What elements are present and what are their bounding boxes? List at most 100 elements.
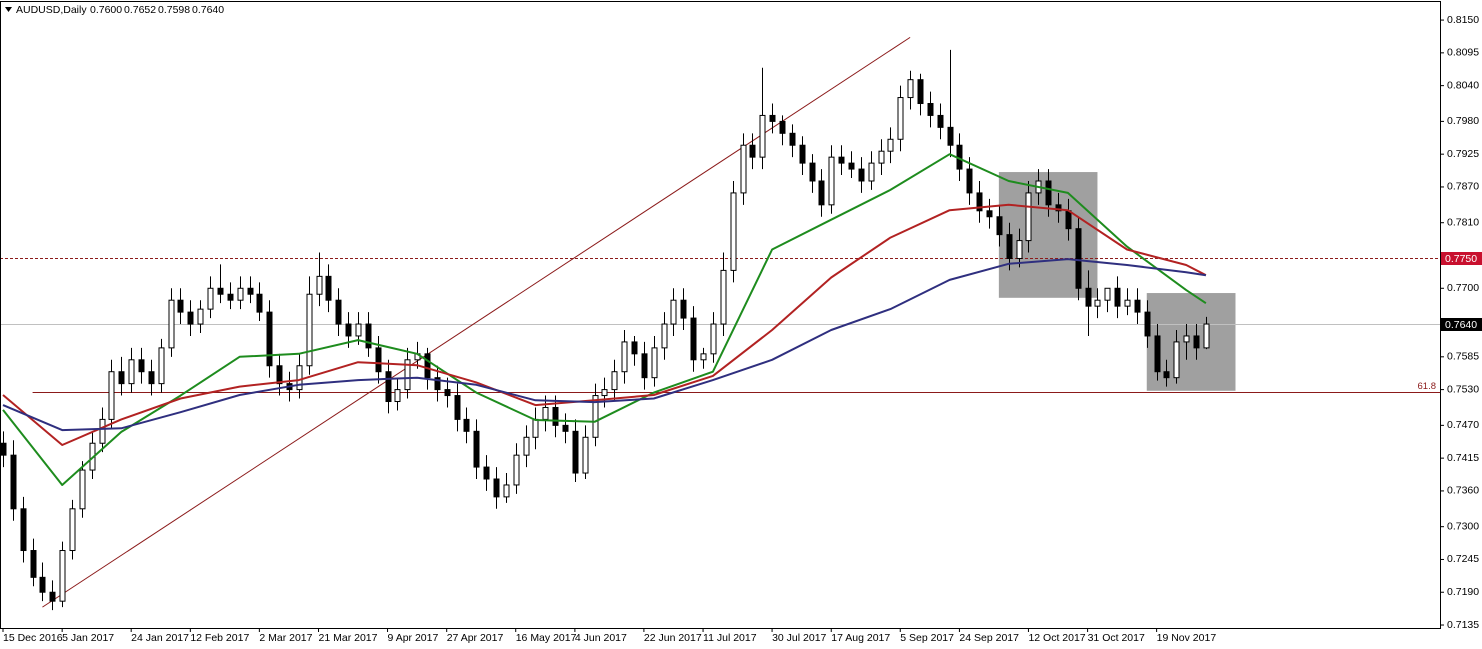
candle-body xyxy=(49,591,56,602)
moving-average xyxy=(2,258,1207,432)
price-tag xyxy=(1441,318,1482,331)
candle-body xyxy=(710,323,717,355)
candle-body xyxy=(868,162,875,182)
candle-body xyxy=(128,359,135,385)
candle-body xyxy=(996,216,1003,236)
candle-body xyxy=(651,347,658,379)
candle-body xyxy=(227,293,234,301)
candle-body xyxy=(158,347,165,385)
candle-body xyxy=(483,466,490,480)
x-tick-label: 19 Nov 2017 xyxy=(1157,632,1217,644)
candle-body xyxy=(1055,204,1062,212)
x-tick-label: 24 Jan 2017 xyxy=(131,632,189,644)
candle-body xyxy=(148,371,155,385)
candle-body xyxy=(572,430,579,474)
candle-body xyxy=(306,293,313,367)
candle-body xyxy=(897,97,904,140)
candle-body xyxy=(118,371,125,385)
candle-body xyxy=(1124,299,1131,307)
candle-body xyxy=(907,79,914,99)
candle-body xyxy=(937,114,944,128)
candle-body xyxy=(838,156,845,164)
x-tick-label: 12 Oct 2017 xyxy=(1028,632,1085,644)
candle-body xyxy=(730,192,737,271)
candle-body xyxy=(542,406,549,420)
candle-body xyxy=(207,287,214,310)
candle-body xyxy=(1045,180,1052,206)
candle-body xyxy=(621,341,628,373)
candle-body xyxy=(503,484,510,498)
candle-body xyxy=(592,395,599,438)
overlays xyxy=(2,153,1207,486)
candle-body xyxy=(1134,299,1141,313)
candle-body xyxy=(809,162,816,182)
highlight-box xyxy=(1146,293,1236,391)
candle-body xyxy=(434,377,441,391)
y-tick-label: 0.7700 xyxy=(1447,282,1479,294)
x-tick-label: 31 Oct 2017 xyxy=(1088,632,1145,644)
candle-body xyxy=(385,371,392,403)
candles xyxy=(0,49,1210,611)
candle-body xyxy=(168,299,175,349)
candle-body xyxy=(187,311,194,325)
x-tick-label: 16 May 2017 xyxy=(516,632,577,644)
quote-open: 0.7600 xyxy=(90,4,122,16)
candle-body xyxy=(661,323,668,349)
candle-body xyxy=(986,210,993,218)
candle-body xyxy=(365,323,372,349)
candle-body xyxy=(1075,228,1082,289)
candle-body xyxy=(1144,311,1151,337)
menu-arrow[interactable] xyxy=(5,7,12,12)
candle-body xyxy=(355,323,362,337)
candle-body xyxy=(799,144,806,164)
quote-close: 0.7640 xyxy=(192,4,224,16)
candle-body xyxy=(532,418,539,438)
y-tick-label: 0.8040 xyxy=(1447,79,1479,91)
candle-body xyxy=(197,308,204,325)
x-tick-label: 17 Aug 2017 xyxy=(831,632,890,644)
moving-average xyxy=(2,203,1207,446)
x-tick-label: 24 Sep 2017 xyxy=(959,632,1019,644)
candle-body xyxy=(789,132,796,146)
candle-body xyxy=(720,269,727,325)
candle-body xyxy=(562,424,569,432)
candle-body xyxy=(454,395,461,420)
candle-body xyxy=(878,150,885,164)
candle-body xyxy=(947,126,954,146)
x-tick-label: 27 Apr 2017 xyxy=(447,632,504,644)
x-tick-label: 22 Jun 2017 xyxy=(644,632,702,644)
candle-body xyxy=(769,114,776,122)
candle-body xyxy=(59,550,66,602)
candle-body xyxy=(552,406,559,426)
candle-body xyxy=(69,508,76,552)
fib-label: 61.8 xyxy=(1418,381,1437,392)
y-tick-label: 0.7470 xyxy=(1447,419,1479,431)
candle-body xyxy=(700,353,707,361)
candle-body xyxy=(217,287,224,295)
candle-body xyxy=(444,389,451,397)
candle-body xyxy=(779,120,786,134)
y-tick-label: 0.7585 xyxy=(1447,351,1479,363)
candle-body xyxy=(1193,335,1200,349)
candle-body xyxy=(680,299,687,319)
price-tag xyxy=(1441,252,1482,265)
candle-body xyxy=(611,371,618,391)
candle-body xyxy=(1203,323,1210,349)
candle-body xyxy=(473,430,480,468)
candle-body xyxy=(345,323,352,337)
y-tick-label: 0.7300 xyxy=(1447,520,1479,532)
candle-body xyxy=(818,180,825,206)
y-tick-label: 0.7360 xyxy=(1447,485,1479,497)
y-tick-label: 0.7810 xyxy=(1447,216,1479,228)
candle-body xyxy=(20,508,27,552)
candle-body xyxy=(670,299,677,325)
candle-body xyxy=(828,156,835,206)
quote-high: 0.7652 xyxy=(124,4,156,16)
candle-body xyxy=(1065,210,1072,230)
quote-low: 0.7598 xyxy=(158,4,190,16)
y-tick-label: 0.8150 xyxy=(1447,14,1479,26)
candle-body xyxy=(256,293,263,313)
candle-body xyxy=(375,347,382,373)
candle-body xyxy=(424,353,431,379)
